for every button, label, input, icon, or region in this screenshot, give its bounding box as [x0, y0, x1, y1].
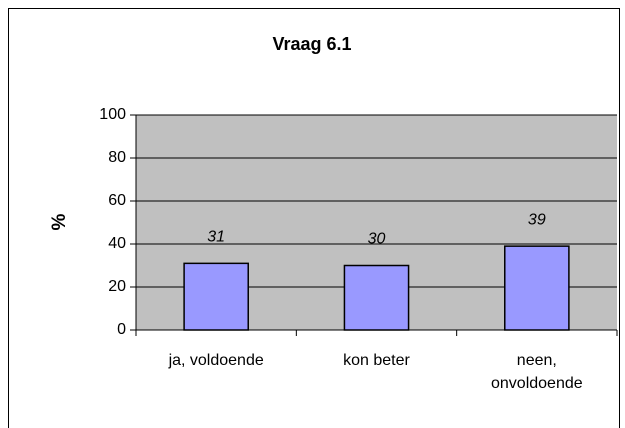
x-tick-label: kon beter [343, 352, 410, 369]
value-label: 31 [207, 229, 225, 246]
y-tick-label: 60 [108, 192, 126, 209]
y-tick-label: 80 [108, 149, 126, 166]
x-tick-label: ja, voldoende [168, 352, 264, 369]
value-label: 30 [368, 231, 386, 248]
bar [343, 264, 410, 331]
y-tick-label: 20 [108, 278, 126, 295]
value-label: 39 [528, 211, 546, 228]
y-tick-label: 0 [117, 321, 126, 338]
y-tick-label: 100 [99, 106, 126, 123]
x-tick-label: neen, onvoldoende [491, 352, 583, 392]
y-axis-label: % [49, 213, 70, 230]
chart-title: Vraag 6.1 [272, 34, 351, 54]
bar [183, 262, 249, 331]
y-tick-label: 40 [108, 235, 126, 252]
bar [504, 245, 570, 331]
